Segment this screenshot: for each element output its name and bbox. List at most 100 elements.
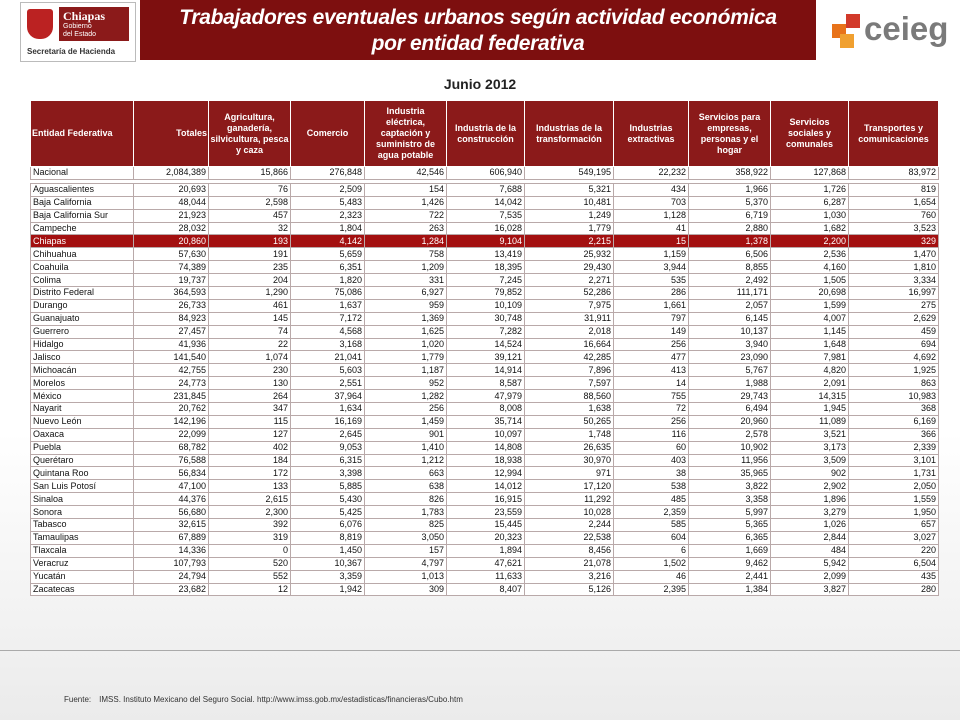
state-name: Zacatecas (30, 582, 134, 597)
cell-value: 1,669 (688, 543, 771, 558)
cell-value: 7,282 (446, 324, 525, 339)
cell-value: 1,026 (770, 518, 849, 532)
title-line: por entidad federativa (371, 32, 585, 55)
cell-value: 535 (613, 273, 689, 288)
state-name: Jalisco (30, 350, 134, 365)
cell-value: 47,100 (133, 479, 209, 494)
state-name: San Luis Potosí (30, 479, 134, 494)
table-row: Nuevo León 142,196 115 16,169 1,459 35,714 50,… (30, 414, 939, 429)
cell-value: 256 (613, 337, 689, 352)
cell-value: 133 (208, 479, 291, 494)
cell-value: 256 (364, 402, 447, 416)
state-name: Querétaro (30, 453, 134, 468)
state-name: Michoacán (30, 363, 134, 378)
cell-value: 60 (613, 440, 689, 455)
column-header: Industria eléctrica, captación y suminis… (364, 100, 447, 167)
cell-value: 6,169 (848, 414, 939, 429)
cell-value: 484 (770, 543, 849, 558)
table-row: Guerrero 27,457 74 4,568 1,625 7,282 2,018 149 1… (30, 324, 939, 339)
cell-value: 1,074 (208, 350, 291, 365)
cell-value: 28,032 (133, 221, 209, 236)
cell-value: 1,820 (290, 273, 365, 288)
cell-value: 22,538 (524, 530, 614, 545)
cell-value: 10,902 (688, 440, 771, 455)
cell-value: 83,972 (848, 166, 939, 180)
cell-value: 79,852 (446, 286, 525, 300)
cell-value: 31,911 (524, 311, 614, 326)
cell-value: 1,284 (364, 234, 447, 249)
state-name: Yucatán (30, 569, 134, 584)
cell-value: 107,793 (133, 556, 209, 571)
state-name: Tlaxcala (30, 543, 134, 558)
cell-value: 264 (208, 389, 291, 404)
cell-value: 11,089 (770, 414, 849, 429)
cell-value: 127,868 (770, 166, 849, 180)
cell-value: 1,783 (364, 505, 447, 520)
cell-value: 2,902 (770, 479, 849, 494)
cell-value: 115 (208, 414, 291, 429)
cell-value: 4,820 (770, 363, 849, 378)
cell-value: 413 (613, 363, 689, 378)
cell-value: 347 (208, 402, 291, 416)
cell-value: 3,173 (770, 440, 849, 455)
cell-value: 13,419 (446, 247, 525, 262)
state-name: Tabasco (30, 518, 134, 532)
cell-value: 5,483 (290, 195, 365, 210)
cell-value: 14,012 (446, 479, 525, 494)
cell-value: 722 (364, 208, 447, 223)
title-banner: Trabajadores eventuales urbanos según ac… (140, 0, 816, 60)
table-row: Nacional 2,084,389 15,866 276,848 42,546 606,… (30, 166, 939, 180)
state-name: Nuevo León (30, 414, 134, 429)
table-row: Oaxaca 22,099 127 2,645 901 10,097 1,748 116 2,5… (30, 427, 939, 442)
cell-value: 88,560 (524, 389, 614, 404)
cell-value: 47,621 (446, 556, 525, 571)
cell-value: 319 (208, 530, 291, 545)
cell-value: 959 (364, 298, 447, 313)
cell-value: 1,505 (770, 273, 849, 288)
state-name: Guerrero (30, 324, 134, 339)
cell-value: 3,944 (613, 260, 689, 275)
cell-value: 825 (364, 518, 447, 532)
logo-square (846, 14, 860, 28)
cell-value: 819 (848, 182, 939, 197)
cell-value: 48,044 (133, 195, 209, 210)
cell-value: 459 (848, 324, 939, 339)
cell-value: 1,369 (364, 311, 447, 326)
state-name: Baja California Sur (30, 208, 134, 223)
cell-value: 606,940 (446, 166, 525, 180)
cell-value: 2,084,389 (133, 166, 209, 180)
cell-value: 2,200 (770, 234, 849, 249)
cell-value: 11,292 (524, 492, 614, 507)
cell-value: 3,168 (290, 337, 365, 352)
cell-value: 7,245 (446, 273, 525, 288)
cell-value: 1,426 (364, 195, 447, 210)
table-row: Tamaulipas 67,889 319 8,819 3,050 20,323 22,53… (30, 530, 939, 545)
cell-value: 1,249 (524, 208, 614, 223)
cell-value: 68,782 (133, 440, 209, 455)
cell-value: 10,367 (290, 556, 365, 571)
cell-value: 193 (208, 234, 291, 249)
cell-value: 14,042 (446, 195, 525, 210)
cell-value: 538 (613, 479, 689, 494)
cell-value: 3,050 (364, 530, 447, 545)
cell-value: 256 (613, 414, 689, 429)
cell-value: 604 (613, 530, 689, 545)
cell-value: 111,171 (688, 286, 771, 300)
cell-value: 1,945 (770, 402, 849, 416)
table-body: Nacional 2,084,389 15,866 276,848 42,546 606,… (30, 166, 939, 597)
cell-value: 694 (848, 337, 939, 352)
cell-value: 1,966 (688, 182, 771, 197)
cell-value: 52,286 (524, 286, 614, 300)
table-row: Yucatán 24,794 552 3,359 1,013 11,633 3,216 46 2… (30, 569, 939, 584)
cell-value: 15 (613, 234, 689, 249)
cell-value: 35,965 (688, 466, 771, 481)
cell-value: 2,578 (688, 427, 771, 442)
cell-value: 263 (364, 221, 447, 236)
cell-value: 14,336 (133, 543, 209, 558)
table-row: Chiapas 20,860 193 4,142 1,284 9,104 2,215 15 1,… (30, 234, 939, 249)
cell-value: 10,028 (524, 505, 614, 520)
cell-value: 29,743 (688, 389, 771, 404)
cell-value: 42,285 (524, 350, 614, 365)
cell-value: 12 (208, 582, 291, 597)
cell-value: 760 (848, 208, 939, 223)
